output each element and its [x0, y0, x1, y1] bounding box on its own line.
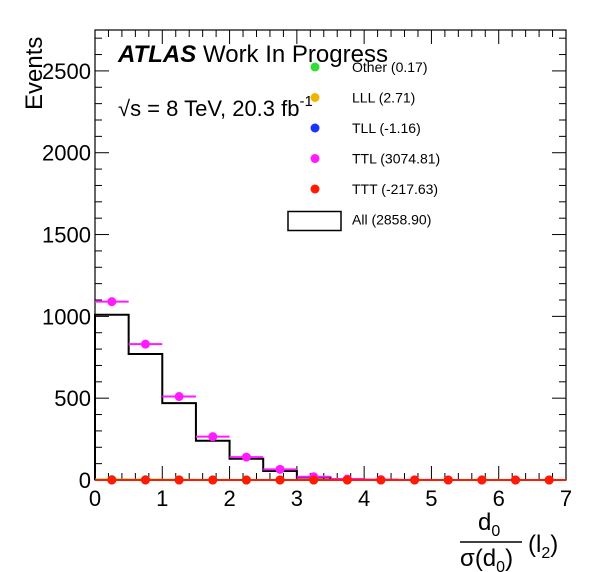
y-tick-label: 2500: [42, 59, 91, 84]
ttt-data-point: [544, 475, 554, 485]
x-axis-denominator: σ(d0): [460, 545, 513, 572]
ttt-data-point: [376, 475, 386, 485]
energy-luminosity-label: √s = 8 TeV, 20.3 fb-1: [118, 93, 313, 121]
atlas-label: ATLAS: [117, 41, 196, 68]
ttt-data-point: [275, 475, 285, 485]
ttt-data-point: [342, 475, 352, 485]
ttl-legend-marker: [310, 154, 320, 163]
x-tick-label: 1: [156, 486, 168, 511]
ttt-data-point: [477, 475, 487, 485]
ttt-data-point: [410, 475, 420, 485]
ttl-legend-label: TTL (3074.81): [352, 151, 440, 167]
y-tick-label: 1500: [42, 223, 91, 248]
y-axis-title: Events: [21, 37, 48, 110]
ttl-data-point: [275, 464, 285, 474]
x-axis-numerator: d0: [478, 509, 500, 540]
y-tick-label: 500: [54, 386, 91, 411]
all-legend-box: [287, 210, 342, 232]
ttl-data-point: [208, 432, 218, 442]
work-in-progress-label: Work In Progress: [203, 41, 388, 68]
y-tick-label: 2000: [42, 141, 91, 166]
tll-legend-marker: [310, 123, 320, 133]
x-tick-label: 0: [89, 486, 101, 511]
x-tick-label: 3: [291, 486, 303, 511]
lll-legend-label: LLL (2.71): [352, 90, 415, 106]
tll-legend-label: TLL (-1.16): [352, 120, 421, 136]
ttl-data-point: [107, 297, 117, 307]
x-tick-label: 6: [493, 486, 505, 511]
other-legend-label: Other (0.17): [352, 59, 427, 75]
ttt-data-point: [511, 475, 521, 485]
ttt-data-point: [309, 475, 319, 485]
energy-superscript: -1: [300, 93, 313, 110]
ttt-data-point: [140, 475, 150, 485]
ttt-legend-marker: [310, 184, 320, 194]
x-tick-label: 5: [425, 486, 437, 511]
x-axis-suffix: (l2): [528, 531, 558, 562]
all-legend-label: All (2858.90): [352, 212, 431, 228]
ttt-data-point: [443, 475, 453, 485]
other-legend-marker: [310, 62, 320, 72]
x-tick-label: 4: [358, 486, 370, 511]
ttt-data-point: [208, 475, 218, 485]
x-tick-label: 2: [223, 486, 235, 511]
ttt-legend-label: TTT (-217.63): [352, 181, 438, 197]
ttt-data-point: [241, 475, 251, 485]
x-tick-label: 7: [560, 486, 572, 511]
ttl-data-point: [140, 339, 150, 349]
ttl-data-point: [241, 452, 251, 462]
y-tick-label: 0: [79, 468, 91, 493]
ttt-data-point: [174, 475, 184, 485]
lll-legend-marker: [310, 93, 320, 102]
energy-text: √s = 8 TeV, 20.3 fb: [118, 96, 300, 121]
y-tick-label: 1000: [42, 304, 91, 329]
ttl-data-point: [174, 392, 184, 402]
ttt-data-point: [107, 475, 117, 485]
